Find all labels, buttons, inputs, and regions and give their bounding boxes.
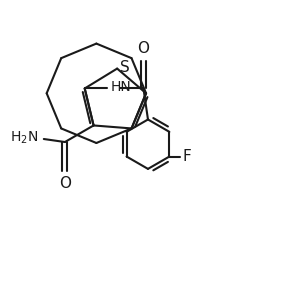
Text: S: S bbox=[120, 60, 130, 75]
Text: HN: HN bbox=[110, 80, 131, 94]
Text: O: O bbox=[59, 176, 71, 191]
Text: O: O bbox=[138, 41, 150, 56]
Text: F: F bbox=[182, 149, 191, 164]
Text: H$_2$N: H$_2$N bbox=[10, 129, 38, 146]
